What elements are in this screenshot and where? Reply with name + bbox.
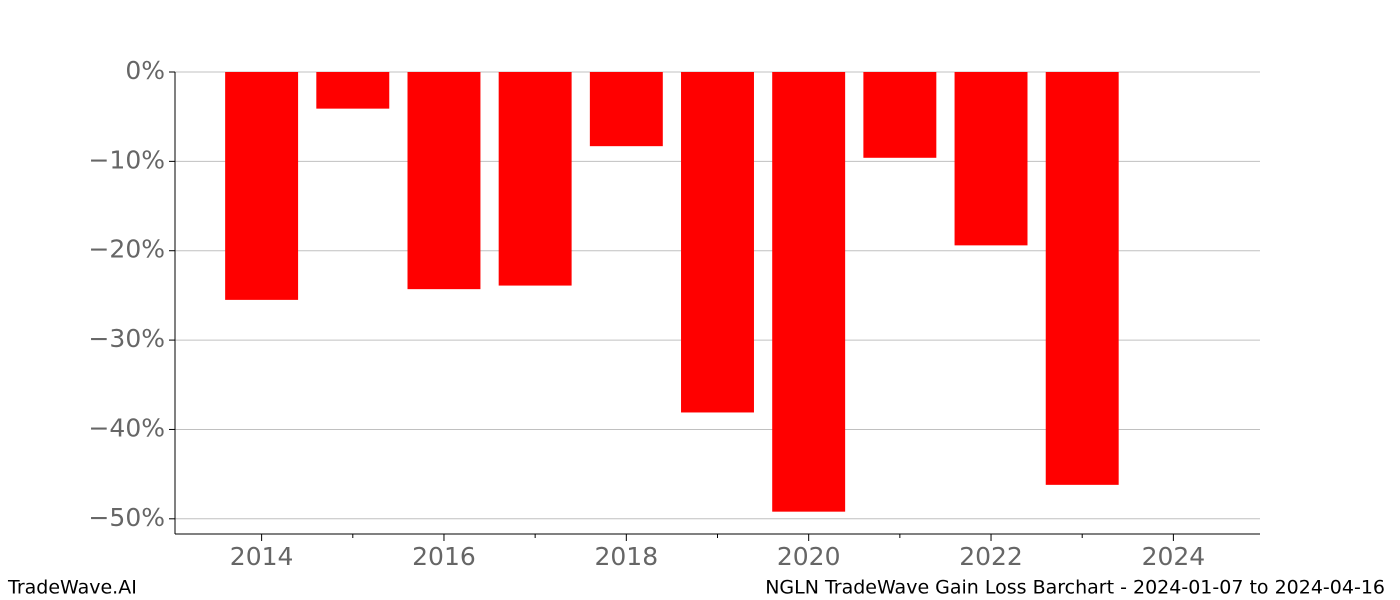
y-tick-label: −40% bbox=[88, 413, 165, 442]
y-tick-label: −20% bbox=[88, 235, 165, 264]
x-tick-label: 2020 bbox=[777, 542, 841, 571]
x-tick-label: 2022 bbox=[959, 542, 1023, 571]
bar bbox=[589, 72, 663, 147]
bar bbox=[772, 72, 846, 512]
x-tick-label: 2014 bbox=[230, 542, 294, 571]
bar bbox=[407, 72, 481, 290]
bar bbox=[316, 72, 390, 109]
bar bbox=[498, 72, 572, 286]
footer-right: NGLN TradeWave Gain Loss Barchart - 2024… bbox=[765, 577, 1385, 599]
y-tick-label: −50% bbox=[88, 503, 165, 532]
bar bbox=[863, 72, 937, 158]
x-tick-label: 2016 bbox=[412, 542, 476, 571]
y-tick-label: −10% bbox=[88, 145, 165, 174]
footer-left: TradeWave.AI bbox=[7, 577, 137, 599]
x-tick-label: 2018 bbox=[595, 542, 659, 571]
bar bbox=[1045, 72, 1119, 485]
bar bbox=[225, 72, 299, 300]
x-tick-label: 2024 bbox=[1142, 542, 1206, 571]
bar bbox=[681, 72, 754, 413]
y-tick-label: −30% bbox=[88, 324, 165, 353]
y-tick-label: 0% bbox=[125, 56, 165, 85]
bar bbox=[954, 72, 1028, 246]
